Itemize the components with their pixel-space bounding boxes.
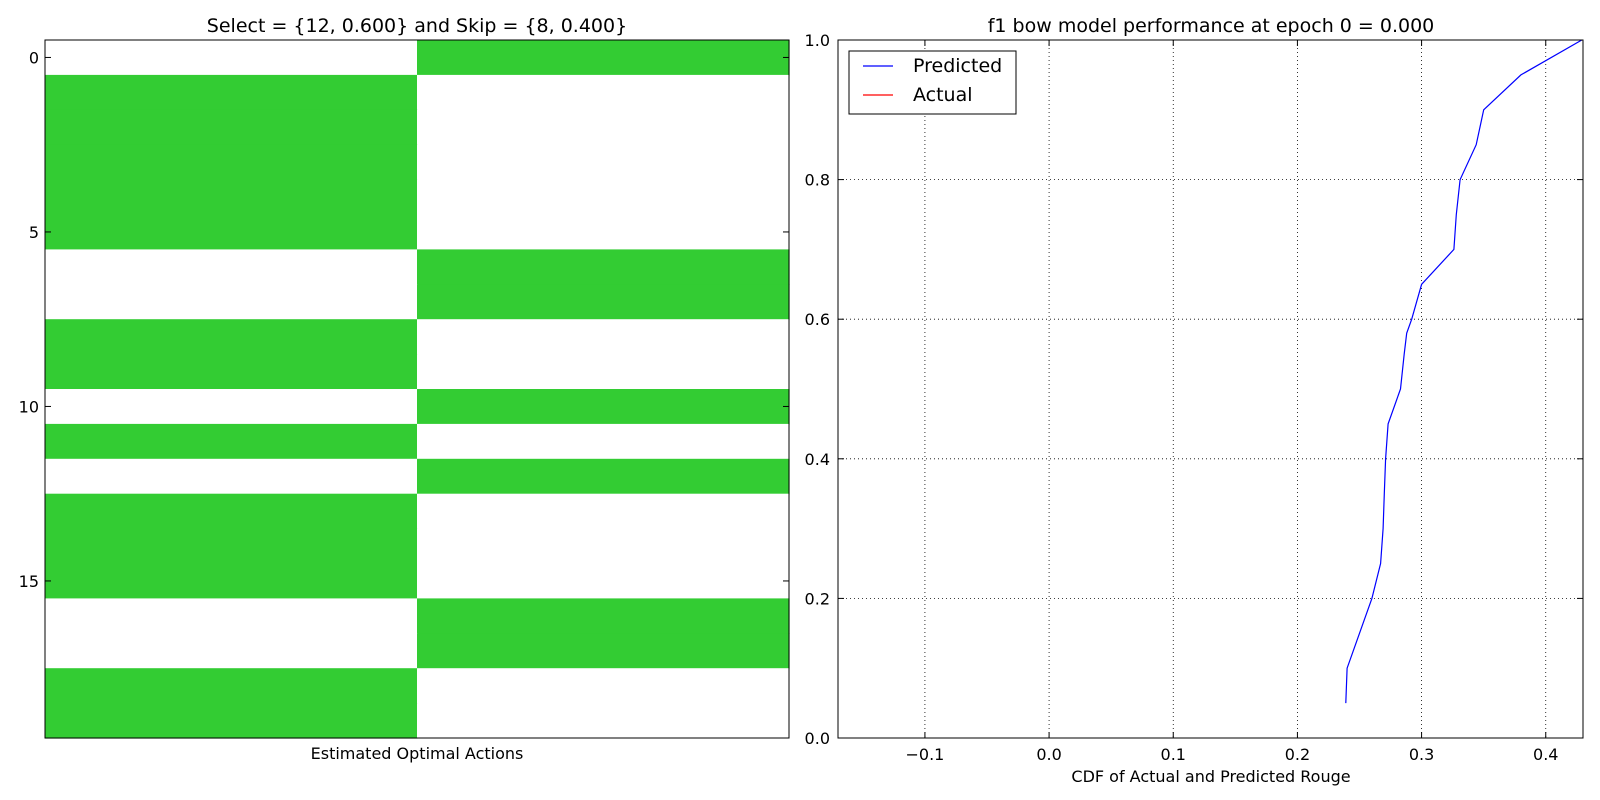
heatmap-cell (417, 284, 790, 320)
series-line-predicted (1345, 39, 1583, 704)
heatmap-y-ticks: 0 5 10 15 (19, 48, 789, 591)
x-tick-label: 0.3 (1409, 745, 1434, 764)
heatmap-cell (45, 214, 418, 250)
x-tick-label: 0.0 (1036, 745, 1061, 764)
heatmap-cell (417, 493, 790, 530)
heatmap-cell (45, 354, 418, 390)
legend-label-actual: Actual (913, 84, 973, 106)
y-tick-label: 0.4 (805, 450, 830, 469)
heatmap-y-tick-label: 5 (29, 223, 39, 242)
heatmap-cell (417, 389, 790, 425)
y-tick-label: 0.2 (805, 589, 830, 608)
heatmap-cell (45, 668, 418, 704)
heatmap-cell (417, 40, 790, 76)
heatmap-cell (417, 319, 790, 355)
y-tick-label: 0.6 (805, 310, 830, 329)
heatmap-cell (417, 563, 790, 599)
heatmap-cell (417, 528, 790, 565)
heatmap-cell (45, 598, 418, 634)
line-title: f1 bow model performance at epoch 0 = 0.… (988, 15, 1435, 37)
legend: Predicted Actual (848, 50, 1017, 115)
line-grid (838, 39, 1583, 739)
heatmap-cell (417, 423, 790, 460)
heatmap-cell (45, 703, 418, 739)
heatmap-cell (45, 458, 418, 495)
heatmap-cell (45, 389, 418, 425)
line-ticks: −0.1 0.0 0.1 0.2 0.3 0.4 0.0 0.2 0.4 0.6 0.8 1.0 (805, 31, 1583, 764)
y-tick-label: 0.8 (805, 171, 830, 190)
heatmap-cell (45, 40, 418, 76)
heatmap-cell (45, 563, 418, 599)
heatmap-y-tick-label: 0 (29, 48, 39, 67)
heatmap-cell (417, 633, 790, 669)
y-tick-label: 0.0 (805, 729, 830, 748)
heatmap-cell (417, 668, 790, 704)
heatmap-cell (417, 109, 790, 146)
heatmap-cell (45, 249, 418, 285)
legend-label-predicted: Predicted (913, 55, 1002, 77)
heatmap-cell (45, 74, 418, 111)
heatmap-title: Select = {12, 0.600} and Skip = {8, 0.40… (207, 15, 627, 37)
heatmap-x-label: Estimated Optimal Actions (311, 744, 524, 763)
heatmap-cell (45, 423, 418, 460)
heatmap-cell (417, 703, 790, 739)
heatmap-cell (417, 74, 790, 111)
heatmap-cell (45, 144, 418, 181)
heatmap-y-tick-label: 15 (19, 572, 39, 591)
heatmap-cell (417, 179, 790, 216)
heatmap-frame (44, 39, 790, 739)
x-tick-label: −0.1 (905, 745, 944, 764)
heatmap-cell (417, 249, 790, 285)
heatmap-subplot: Select = {12, 0.600} and Skip = {8, 0.40… (19, 15, 790, 763)
heatmap-cell (45, 633, 418, 669)
heatmap-cells (45, 40, 790, 739)
line-x-label: CDF of Actual and Predicted Rouge (1071, 767, 1350, 786)
heatmap-cell (45, 284, 418, 320)
heatmap-cell (417, 144, 790, 181)
heatmap-cell (417, 458, 790, 495)
y-tick-label: 1.0 (805, 31, 830, 50)
heatmap-cell (45, 109, 418, 146)
line-subplot: f1 bow model performance at epoch 0 = 0.… (805, 15, 1584, 786)
x-tick-label: 0.1 (1161, 745, 1186, 764)
line-series-group (1345, 39, 1583, 704)
heatmap-cell (417, 214, 790, 250)
heatmap-cell (417, 354, 790, 390)
heatmap-cell (45, 179, 418, 216)
x-tick-label: 0.4 (1533, 745, 1558, 764)
heatmap-cell (45, 528, 418, 565)
x-tick-label: 0.2 (1285, 745, 1310, 764)
heatmap-cell (45, 493, 418, 530)
heatmap-cell (417, 598, 790, 634)
legend-box (848, 50, 1017, 115)
heatmap-cell (45, 319, 418, 355)
line-frame (837, 39, 1584, 739)
heatmap-y-tick-label: 10 (19, 397, 39, 416)
